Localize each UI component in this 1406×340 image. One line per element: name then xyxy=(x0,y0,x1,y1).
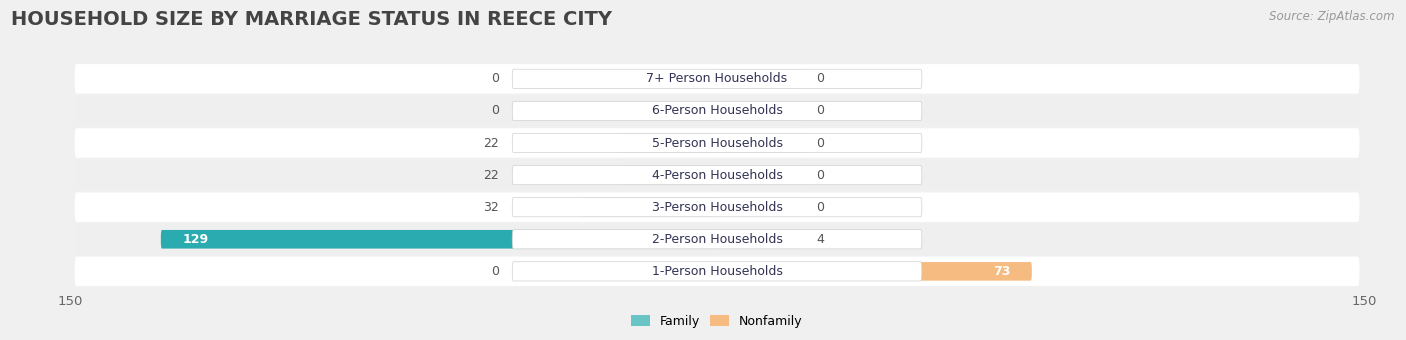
Text: 2-Person Households: 2-Person Households xyxy=(651,233,783,246)
Text: 0: 0 xyxy=(817,169,824,182)
Text: 0: 0 xyxy=(491,265,499,278)
Text: 0: 0 xyxy=(491,104,499,117)
FancyBboxPatch shape xyxy=(75,224,1360,254)
FancyBboxPatch shape xyxy=(75,192,1360,222)
FancyBboxPatch shape xyxy=(75,160,1360,190)
Text: HOUSEHOLD SIZE BY MARRIAGE STATUS IN REECE CITY: HOUSEHOLD SIZE BY MARRIAGE STATUS IN REE… xyxy=(11,10,612,29)
FancyBboxPatch shape xyxy=(717,262,1032,280)
Text: 5-Person Households: 5-Person Households xyxy=(651,137,783,150)
FancyBboxPatch shape xyxy=(579,198,717,217)
Text: 4-Person Households: 4-Person Households xyxy=(651,169,783,182)
FancyBboxPatch shape xyxy=(512,166,922,185)
FancyBboxPatch shape xyxy=(717,166,803,184)
FancyBboxPatch shape xyxy=(75,257,1360,286)
FancyBboxPatch shape xyxy=(512,69,922,88)
Text: 0: 0 xyxy=(817,137,824,150)
Text: 73: 73 xyxy=(993,265,1011,278)
FancyBboxPatch shape xyxy=(160,230,717,249)
FancyBboxPatch shape xyxy=(717,102,803,120)
Text: 22: 22 xyxy=(484,169,499,182)
FancyBboxPatch shape xyxy=(75,64,1360,94)
FancyBboxPatch shape xyxy=(75,96,1360,126)
Legend: Family, Nonfamily: Family, Nonfamily xyxy=(626,310,808,333)
Text: 3-Person Households: 3-Person Households xyxy=(651,201,783,214)
Text: 0: 0 xyxy=(817,72,824,85)
Text: 0: 0 xyxy=(491,72,499,85)
Text: 32: 32 xyxy=(484,201,499,214)
FancyBboxPatch shape xyxy=(717,198,803,217)
Text: 4: 4 xyxy=(817,233,824,246)
FancyBboxPatch shape xyxy=(512,198,922,217)
Text: 0: 0 xyxy=(817,104,824,117)
FancyBboxPatch shape xyxy=(717,134,803,152)
Text: 7+ Person Households: 7+ Person Households xyxy=(647,72,787,85)
FancyBboxPatch shape xyxy=(623,134,717,152)
FancyBboxPatch shape xyxy=(512,133,922,153)
FancyBboxPatch shape xyxy=(717,230,803,249)
Text: 0: 0 xyxy=(817,201,824,214)
FancyBboxPatch shape xyxy=(623,166,717,184)
Text: Source: ZipAtlas.com: Source: ZipAtlas.com xyxy=(1270,10,1395,23)
FancyBboxPatch shape xyxy=(512,230,922,249)
Text: 129: 129 xyxy=(183,233,208,246)
FancyBboxPatch shape xyxy=(512,262,922,281)
FancyBboxPatch shape xyxy=(75,128,1360,158)
Text: 1-Person Households: 1-Person Households xyxy=(651,265,783,278)
Text: 22: 22 xyxy=(484,137,499,150)
Text: 6-Person Households: 6-Person Households xyxy=(651,104,783,117)
FancyBboxPatch shape xyxy=(717,70,803,88)
FancyBboxPatch shape xyxy=(512,101,922,121)
